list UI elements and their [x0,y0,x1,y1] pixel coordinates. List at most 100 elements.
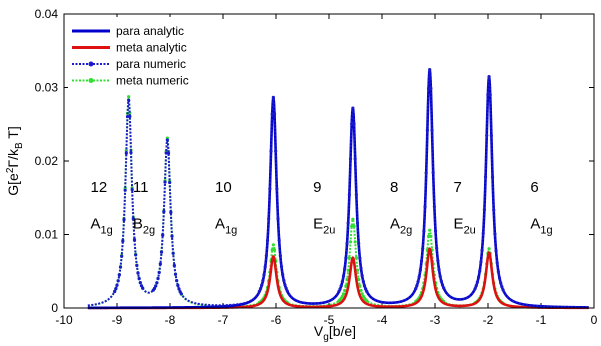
data-point [429,86,433,90]
data-point [121,239,125,243]
data-point [346,268,350,272]
data-point [493,232,497,236]
data-point [340,294,344,298]
data-point [164,151,168,155]
data-point [276,217,280,221]
data-point [120,254,124,258]
data-point [442,286,446,290]
data-point [358,284,362,288]
data-point [499,281,503,285]
symmetry-label: A1g [530,216,552,237]
data-point [163,180,167,184]
state-number: 10 [215,179,232,196]
data-point [360,292,364,296]
data-point [354,256,358,260]
data-point [277,238,281,242]
data-point [173,272,178,276]
data-point [429,234,433,238]
data-point [337,290,341,294]
data-point [344,256,348,260]
y-tick-label: 0.04 [35,7,59,21]
x-tick-label: -9 [112,313,123,327]
data-point [116,279,120,283]
data-point [179,292,183,296]
data-point [122,218,126,222]
data-point [339,284,343,288]
data-point [486,93,490,97]
data-point [265,238,270,243]
data-point [136,271,140,275]
data-point [125,114,130,119]
x-axis-label: Vg[b/e] [314,323,356,343]
data-point [348,240,353,244]
data-point [257,289,261,293]
data-point [171,251,175,255]
symmetry-label: B2g [133,216,155,237]
data-point [343,288,347,293]
data-point [436,259,440,263]
x-tick-label: -6 [271,313,282,327]
data-point [172,263,176,268]
data-point [168,180,172,185]
data-point [159,250,164,254]
data-point [162,210,166,214]
data-point [123,188,127,192]
data-point [358,256,362,260]
data-point [501,288,505,292]
data-point [365,289,369,294]
data-point [365,299,369,303]
data-point [347,256,351,260]
data-point [156,276,160,281]
data-point [269,149,273,153]
symmetry-label: E2u [313,216,335,237]
data-point [416,280,420,284]
data-point [284,286,288,290]
markers-para-numeric [113,67,505,296]
state-number: 11 [133,179,149,196]
data-point [496,269,500,274]
data-point [430,128,434,132]
x-tick-label: -5 [324,313,335,327]
data-point [170,234,174,238]
data-point [272,248,277,252]
data-point [417,275,421,279]
x-tick-label: -3 [430,313,441,327]
data-point [475,280,479,284]
data-point [428,67,432,72]
data-point [500,285,504,289]
legend-label: meta numeric [116,74,189,88]
data-point [353,157,357,161]
data-point [426,86,431,90]
x-tick-label: -10 [55,313,73,327]
y-axis-label: G[e2Γ/kB T] [5,126,25,196]
data-point [487,75,491,79]
data-point [362,284,367,288]
data-point [268,187,272,191]
data-point [351,217,355,221]
data-point [347,193,351,197]
data-point [134,253,138,257]
data-point [344,284,348,288]
data-point [355,221,360,225]
data-point [271,95,275,100]
data-point [350,122,354,126]
data-point [360,274,364,278]
data-point [124,151,128,155]
data-point [478,269,482,273]
data-point [474,284,478,288]
data-point [348,157,353,161]
data-point [482,208,486,212]
data-point [166,151,171,155]
state-number: 7 [454,179,462,196]
x-tick-label: -4 [377,313,388,327]
data-point [135,263,139,268]
data-point [495,261,499,265]
data-point [275,187,279,191]
data-point [270,248,274,252]
data-point [414,287,418,291]
data-point [490,175,495,179]
legend-label: para numeric [116,57,186,71]
data-point [157,270,161,275]
data-point [127,95,131,99]
